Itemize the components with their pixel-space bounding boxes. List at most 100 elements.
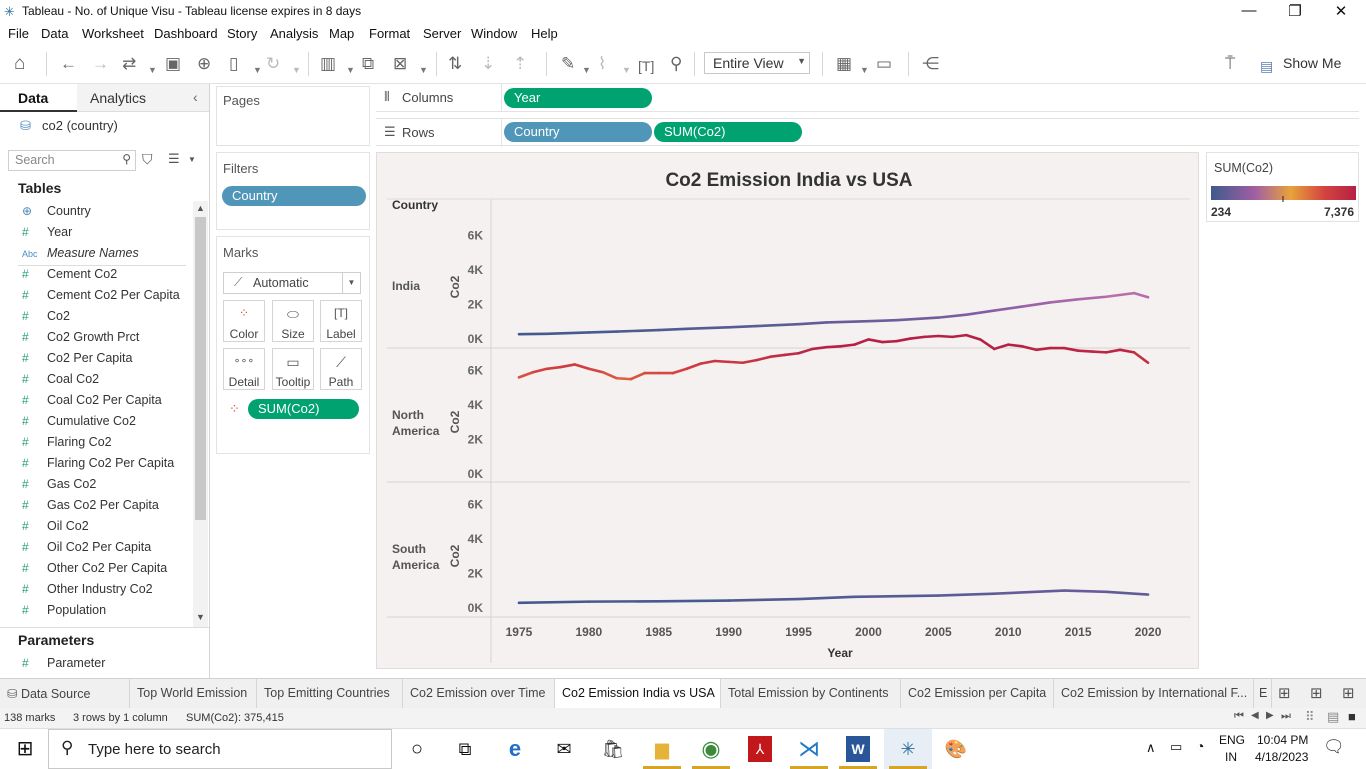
clear-sheet-icon[interactable]: ⊠ (393, 54, 407, 74)
chevron-up-icon[interactable]: ∧ (1146, 740, 1156, 756)
field-item[interactable]: #Other Co2 Per Capita (0, 558, 192, 579)
menu-data[interactable]: Data (41, 26, 68, 41)
restore-button[interactable]: ❐ (1272, 2, 1318, 20)
word-icon[interactable]: W (846, 736, 870, 762)
language-bottom[interactable]: IN (1225, 750, 1237, 764)
field-item[interactable]: #Coal Co2 (0, 369, 192, 390)
replace-data-icon[interactable]: ⇄ (122, 54, 136, 74)
path-button[interactable]: ⟋ Path (320, 348, 362, 390)
tab-analytics[interactable]: Analytics ‹ (77, 84, 209, 112)
menu-story[interactable]: Story (227, 26, 257, 41)
field-item[interactable]: #Population (0, 600, 192, 621)
columns-pill-year[interactable]: Year (504, 88, 652, 108)
acrobat-icon[interactable]: ⅄ (748, 736, 772, 762)
clock-time[interactable]: 10:04 PM (1257, 733, 1308, 747)
menu-analysis[interactable]: Analysis (270, 26, 318, 41)
tab-co2-emission-india-vs-usa[interactable]: Co2 Emission India vs USA (555, 679, 721, 708)
refresh-icon[interactable]: ↻ (266, 54, 280, 74)
tab-data-source[interactable]: ⛁ Data Source (0, 679, 130, 708)
chevron-down-icon[interactable]: ▼ (188, 155, 196, 164)
field-item[interactable]: #Oil Co2 Per Capita (0, 537, 192, 558)
filter-icon[interactable]: ⛉ (142, 151, 153, 168)
datasource-name[interactable]: co2 (country) (42, 118, 118, 133)
labels-icon[interactable]: [T] (638, 56, 654, 76)
tab-top-emitting-countries[interactable]: Top Emitting Countries (257, 679, 403, 708)
dropdown-icon[interactable]: ▼ (860, 60, 869, 80)
search-input[interactable]: Search ⚲ (8, 150, 136, 171)
dropdown-icon[interactable]: ▼ (292, 60, 301, 80)
new-dashboard-icon[interactable]: ⊞ (1310, 684, 1323, 702)
save-icon[interactable]: ▣ (165, 54, 181, 74)
dropdown-icon[interactable]: ▼ (253, 60, 262, 80)
field-item[interactable]: #Other Industry Co2 (0, 579, 192, 600)
menu-worksheet[interactable]: Worksheet (82, 26, 144, 41)
tab-overflow[interactable]: E (1254, 679, 1272, 708)
marks-pill-sum-co2[interactable]: SUM(Co2) (248, 399, 359, 419)
group-icon[interactable]: ⌇ (598, 54, 606, 74)
tab-co2-emission-over-time[interactable]: Co2 Emission over Time (403, 679, 555, 708)
vscode-icon[interactable]: ⋊ (794, 736, 824, 762)
menu-file[interactable]: File (8, 26, 29, 41)
minimize-button[interactable]: — (1226, 2, 1272, 19)
field-item[interactable]: #Coal Co2 Per Capita (0, 390, 192, 411)
mail-icon[interactable]: ✉ (549, 736, 579, 762)
share-icon[interactable]: ⋲ (922, 54, 939, 74)
file-explorer-icon[interactable]: ▆ (647, 736, 677, 762)
sort-descending-icon[interactable]: ⇡ (513, 54, 527, 74)
windows-start-icon[interactable]: ⊞ (10, 736, 40, 762)
tab-co2-emission-by-international[interactable]: Co2 Emission by International F... (1054, 679, 1254, 708)
format-workbook-icon[interactable]: ⍑ (1225, 54, 1235, 74)
last-sheet-icon[interactable]: ⏭ (1281, 710, 1291, 723)
notifications-icon[interactable]: 🗨 (1323, 737, 1345, 757)
show-me-button[interactable]: Show Me (1283, 55, 1341, 71)
tab-top-world-emission[interactable]: Top World Emission (130, 679, 257, 708)
pin-icon[interactable]: ⚲ (670, 54, 682, 74)
tabs-view-icon[interactable]: ■ (1348, 709, 1356, 724)
columns-shelf[interactable]: ⦀ Columns Year (376, 84, 1359, 112)
presentation-icon[interactable]: ▭ (876, 54, 892, 74)
clock-date[interactable]: 4/18/2023 (1255, 750, 1308, 764)
next-sheet-icon[interactable]: ▶ (1266, 710, 1274, 721)
dropdown-icon[interactable]: ▼ (582, 60, 591, 80)
color-button[interactable]: ⁘ Color (223, 300, 265, 342)
duplicate-sheet-icon[interactable]: ⧉ (362, 54, 374, 74)
paint-icon[interactable]: 🎨 (941, 736, 971, 762)
edge-icon[interactable]: e (500, 736, 530, 762)
collapse-pane-icon[interactable]: ‹ (193, 89, 198, 105)
view-list-icon[interactable]: ☰ (168, 151, 180, 167)
field-item[interactable]: #Year (0, 222, 192, 243)
cards-icon[interactable]: ▦ (836, 54, 852, 74)
new-datasource-icon[interactable]: ⊕ (197, 54, 211, 74)
wifi-icon[interactable]: ◔ (1196, 738, 1204, 754)
field-item[interactable]: #Co2 Per Capita (0, 348, 192, 369)
tab-data[interactable]: Data (0, 84, 77, 112)
store-icon[interactable]: 🛍 (598, 736, 628, 762)
color-legend[interactable]: SUM(Co2) 234 7,376 (1206, 152, 1359, 222)
scroll-down-icon[interactable]: ▼ (196, 612, 205, 622)
home-icon[interactable]: ⌂ (14, 54, 25, 74)
field-item[interactable]: #Cumulative Co2 (0, 411, 192, 432)
filters-shelf[interactable]: Filters Country (216, 152, 370, 230)
taskbar-search-input[interactable]: ⚲ Type here to search (48, 729, 392, 769)
field-item[interactable]: #Cement Co2 (0, 264, 192, 285)
tableau-taskbar-icon[interactable]: ✳ (893, 736, 923, 762)
first-sheet-icon[interactable]: ⏮ (1234, 710, 1244, 723)
field-item[interactable]: #Co2 (0, 306, 192, 327)
field-item[interactable]: #Oil Co2 (0, 516, 192, 537)
label-button[interactable]: [T] Label (320, 300, 362, 342)
tab-total-emission-by-continents[interactable]: Total Emission by Continents (721, 679, 901, 708)
scrollbar-thumb[interactable] (195, 217, 206, 520)
menu-map[interactable]: Map (329, 26, 354, 41)
sort-ascending-icon[interactable]: ⇣ (481, 54, 495, 74)
field-item[interactable]: #Gas Co2 Per Capita (0, 495, 192, 516)
sheet-sorter-icon[interactable]: ⠿ (1305, 709, 1315, 725)
rows-pill-sum-co2[interactable]: SUM(Co2) (654, 122, 802, 142)
dropdown-icon[interactable]: ▼ (346, 60, 355, 80)
dropdown-icon[interactable]: ▼ (419, 60, 428, 80)
field-item[interactable]: #Flaring Co2 Per Capita (0, 453, 192, 474)
undo-icon[interactable]: ← (60, 54, 77, 74)
rows-shelf[interactable]: ☰ Rows Country SUM(Co2) (376, 118, 1359, 146)
tab-co2-emission-per-capita[interactable]: Co2 Emission per Capita (901, 679, 1054, 708)
